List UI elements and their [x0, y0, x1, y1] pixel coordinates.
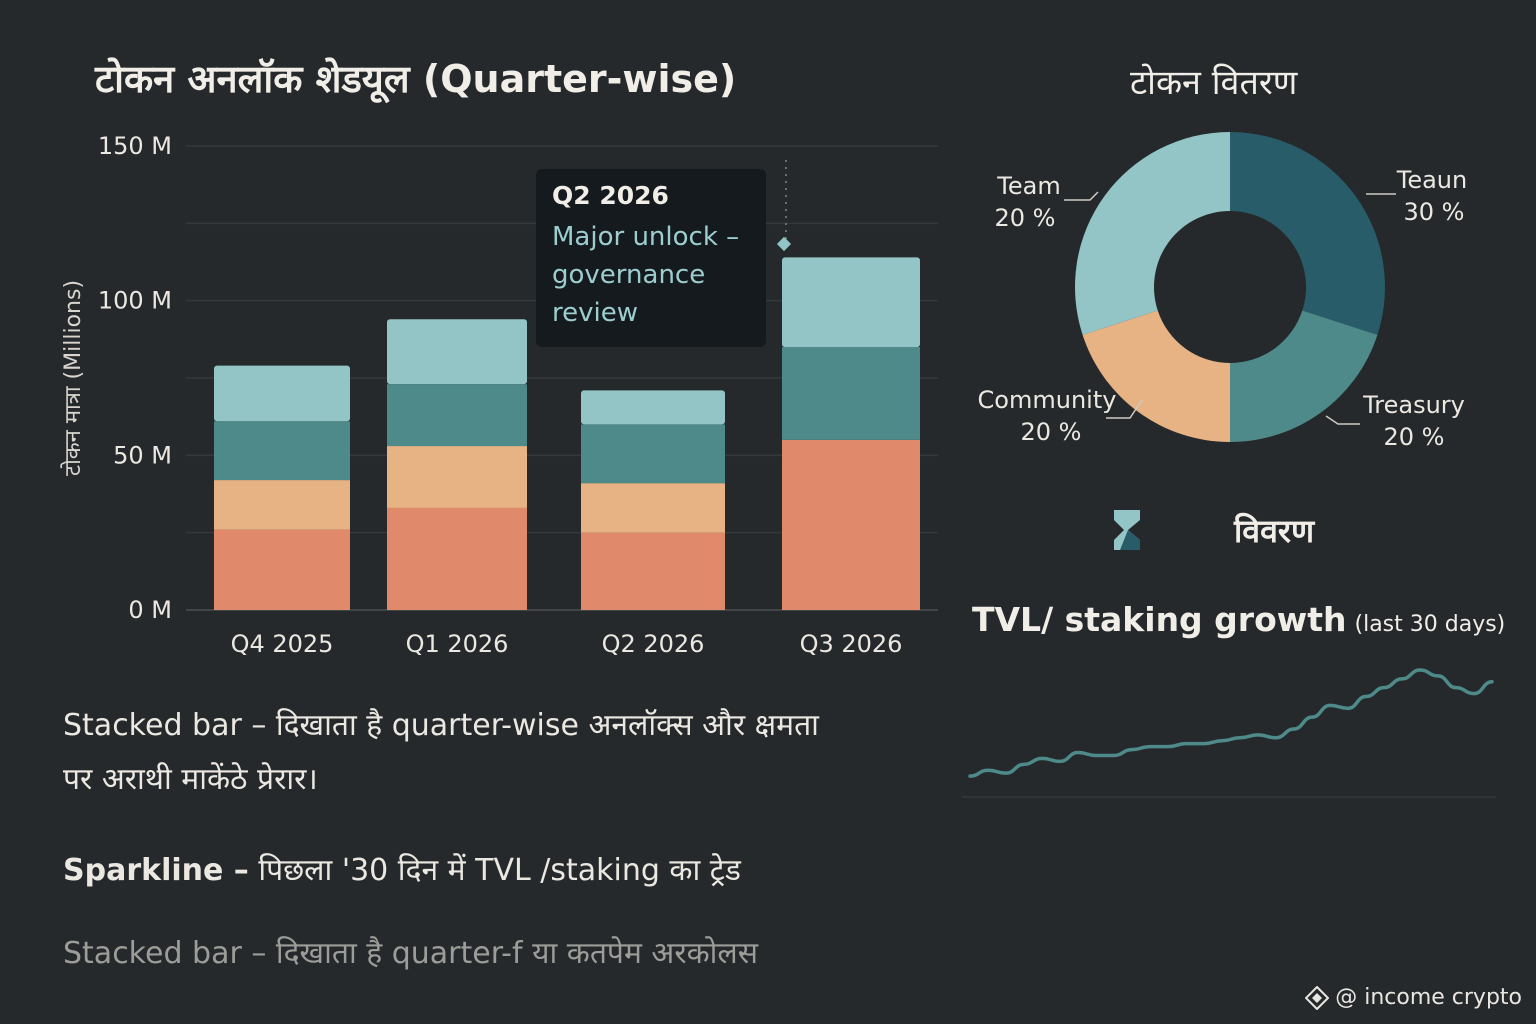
donut-label-pct: 20 %: [1021, 418, 1082, 446]
watermark: @ income crypto: [1305, 985, 1522, 1010]
donut-labels: Teaun 30 % Treasury 20 % Community 20 % …: [978, 166, 1468, 451]
bar-chart-title: टोकन अनलॉक शेडयूल (Quarter-wise): [95, 57, 737, 101]
sparkline-title: TVL/ staking growth (last 30 days): [972, 600, 1505, 639]
bar-segment: [782, 257, 920, 348]
donut-label-pct: 20 %: [1384, 423, 1445, 451]
bar-segment: [581, 483, 725, 533]
sparkline-title-main: TVL/ staking growth: [972, 600, 1347, 639]
bar-segment: [214, 529, 350, 610]
bar-segment: [581, 390, 725, 425]
bar-segment: [782, 347, 920, 440]
donut-label-name: Community: [978, 386, 1117, 414]
bar-chart-bars: [214, 257, 920, 610]
sparkline-series-line: [968, 668, 1494, 778]
q2-2026-tooltip: Q2 2026 Major unlock – governance review: [536, 169, 766, 347]
description-line-2-rest: पिछला '30 दिन में TVL /staking का ट्रेड: [248, 853, 741, 888]
y-tick-label: 100 M: [98, 287, 172, 315]
diamond-logo-icon: [1305, 985, 1330, 1010]
bar-segment: [214, 480, 350, 530]
bar-segment: [387, 446, 527, 508]
y-tick-label: 0 M: [128, 596, 172, 624]
sparkline-subtitle: (last 30 days): [1354, 612, 1506, 637]
donut-label-pct: 30 %: [1404, 198, 1465, 226]
donut-chart-title: टोकन वितरण: [1130, 63, 1298, 103]
description-line-2: Sparkline – पिछला '30 दिन में TVL /staki…: [63, 848, 741, 889]
donut-slices: [1074, 132, 1386, 442]
donut-chart: Teaun 30 % Treasury 20 % Community 20 % …: [978, 132, 1468, 451]
bar-segment: [387, 507, 527, 610]
bar-segment: [581, 424, 725, 484]
bar-chart-y-ticks: 0 M 50 M 100 M 150 M: [98, 132, 172, 624]
label-leader-line: [1064, 191, 1099, 201]
donut-label-pct: 20 %: [995, 204, 1056, 232]
description-line-3: Stacked bar – दिखाता है quarter-f या कतप…: [63, 936, 759, 971]
bar-segment: [387, 319, 527, 385]
label-leader-line: [1325, 415, 1360, 425]
bar-segment: [581, 532, 725, 610]
bar-chart-x-ticks: Q4 2025 Q1 2026 Q2 2026 Q3 2026: [231, 630, 903, 658]
description-line-2-lead: Sparkline –: [63, 853, 249, 888]
x-tick-label: Q4 2025: [231, 630, 334, 658]
description-line-1a: Stacked bar – दिखाता है quarter-wise अनल…: [63, 708, 819, 743]
tooltip-text: Major unlock – governance review: [552, 222, 740, 328]
donut-slice: [1082, 310, 1230, 442]
donut-slice: [1074, 132, 1230, 335]
bar-segment: [214, 421, 350, 481]
y-tick-label: 50 M: [113, 441, 172, 469]
donut-label-name: Team: [996, 172, 1060, 200]
donut-slice: [1230, 132, 1386, 335]
bar-segment: [782, 439, 920, 610]
donut-label-name: Teaun: [1396, 166, 1467, 194]
bar-chart-y-label: टोकन मात्रा (Millions): [60, 280, 86, 476]
legend-glyph-icon: [1114, 510, 1140, 550]
donut-slice: [1230, 310, 1378, 442]
tooltip-marker: [776, 236, 792, 252]
bar-segment: [214, 365, 350, 422]
donut-legend: विवरण: [1112, 508, 1314, 552]
label-leader-line: [1106, 399, 1143, 419]
watermark-text: @ income crypto: [1335, 985, 1522, 1010]
x-tick-label: Q2 2026: [602, 630, 705, 658]
x-tick-label: Q1 2026: [406, 630, 509, 658]
tooltip-title: Q2 2026: [552, 181, 669, 210]
sparkline-chart: [962, 668, 1496, 798]
description-line-1b: पर अराथी माकेंठे प्रेरार।: [63, 762, 318, 797]
x-tick-label: Q3 2026: [800, 630, 903, 658]
legend-text: विवरण: [1234, 511, 1315, 550]
donut-label-name: Treasury: [1362, 391, 1465, 419]
bar-segment: [387, 384, 527, 447]
y-tick-label: 150 M: [98, 132, 172, 160]
